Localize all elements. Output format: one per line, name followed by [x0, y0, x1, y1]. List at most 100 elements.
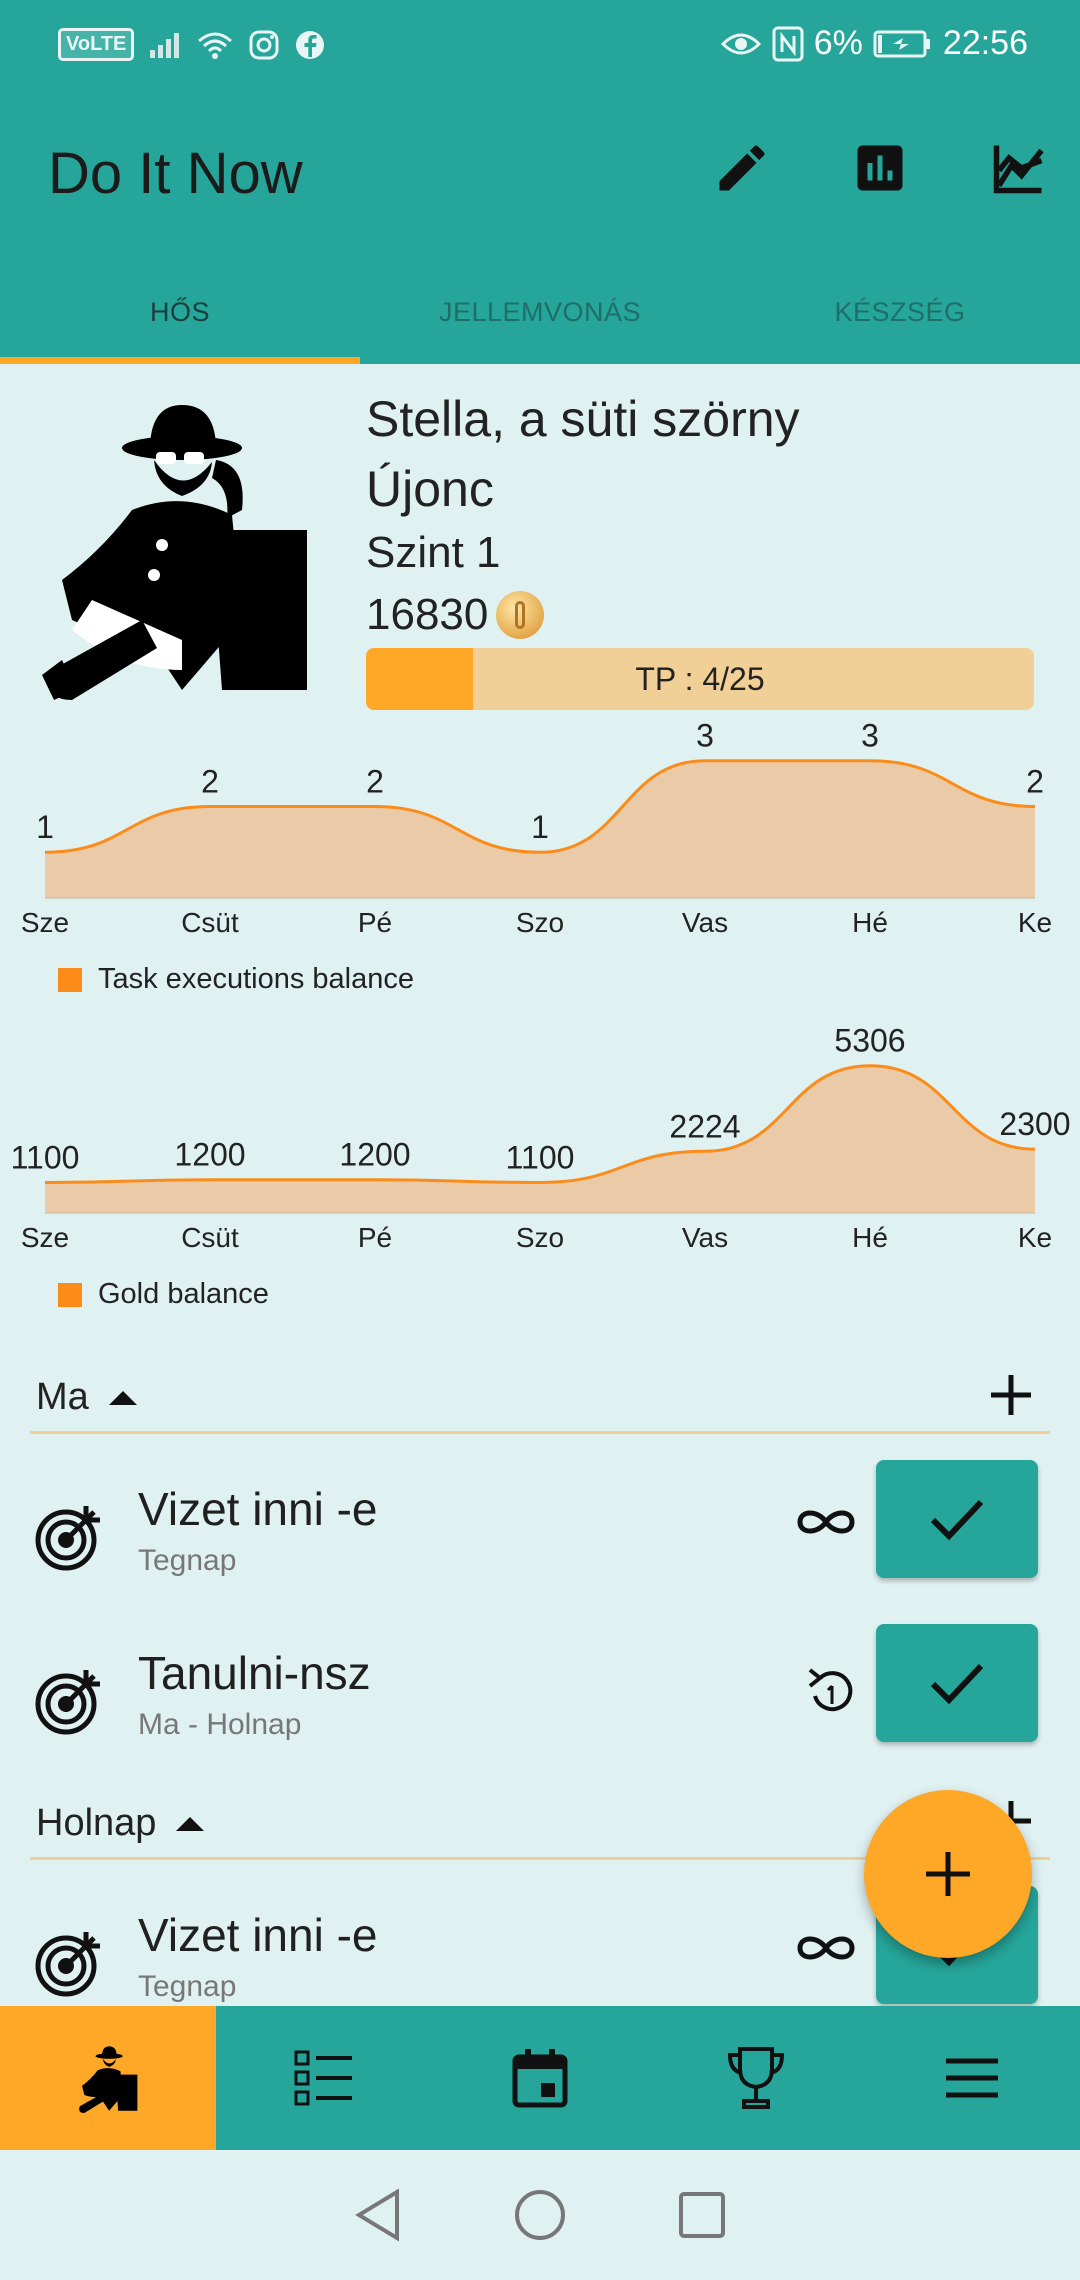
complete-task-button[interactable] — [876, 1624, 1038, 1742]
x-tick-label: Ke — [1018, 907, 1052, 938]
caret-up-icon — [176, 1816, 205, 1831]
hero-gold: 16830 — [366, 590, 545, 640]
task-row[interactable]: Tanulni-nsz Ma - Holnap — [0, 1624, 1080, 1774]
task-row[interactable]: Vizet inni -e Tegnap — [0, 1460, 1080, 1610]
check-icon — [930, 1499, 984, 1541]
gold-balance-chart: 1100 Sze 1200 Csüt 1200 Pé 1100 Szo 2224 Vas 5306 H… — [0, 1020, 1080, 1265]
task-title: Vizet inni -e — [138, 1483, 378, 1535]
tp-progress-bar: TP : 4/25 — [366, 648, 1034, 710]
facebook-icon — [296, 30, 325, 59]
data-label: 2 — [366, 763, 384, 799]
task-date: Tegnap — [138, 1544, 237, 1577]
check-icon — [930, 1663, 984, 1705]
hero-rank: Újonc — [366, 461, 494, 517]
nfc-icon — [772, 26, 804, 61]
target-icon — [35, 1670, 100, 1735]
task-title: Vizet inni -e — [138, 1909, 378, 1961]
tp-label: TP : 4/25 — [635, 660, 765, 697]
infinity-icon — [797, 1510, 855, 1534]
section-tomorrow-label: Holnap — [36, 1802, 157, 1844]
eye-icon — [720, 33, 761, 54]
app-title: Do It Now — [48, 141, 303, 206]
task-executions-chart-svg: 1 Sze 2 Csüt 2 Pé 1 Szo 3 Vas 3 Hé 2 Ke — [21, 718, 1052, 938]
bar-chart-icon[interactable] — [850, 138, 910, 198]
x-tick-label: Csüt — [181, 907, 239, 938]
data-label: 1100 — [506, 1139, 575, 1175]
x-tick-label: Sze — [21, 907, 69, 938]
wifi-icon — [198, 32, 233, 59]
tab-traits[interactable]: JELLEMVONÁS — [438, 296, 642, 327]
battery-charging-icon — [873, 30, 930, 57]
x-tick-label: Szo — [516, 1222, 564, 1253]
chart-series-line — [44, 759, 1036, 854]
data-label: 1 — [36, 809, 54, 845]
menu-icon — [946, 2058, 998, 2098]
instagram-icon — [249, 30, 279, 59]
section-today-toggle[interactable]: Ma — [36, 1376, 139, 1419]
volte-indicator: VoLTE — [58, 28, 135, 61]
data-label: 3 — [696, 718, 714, 754]
battery-percent: 6% — [813, 24, 863, 62]
x-tick-label: Hé — [852, 1222, 888, 1253]
status-right: 6% 22:56 — [720, 24, 1028, 63]
section-today-label: Ma — [36, 1376, 89, 1418]
chart-area — [45, 1065, 1035, 1213]
task-title: Tanulni-nsz — [138, 1647, 371, 1699]
x-tick-label: Pé — [358, 907, 392, 938]
tab-bar: HŐS JELLEMVONÁS KÉSZSÉG — [0, 260, 1080, 364]
tab-skills[interactable]: KÉSZSÉG — [834, 296, 966, 327]
legend-swatch — [58, 967, 82, 992]
nav-hero[interactable] — [0, 2006, 216, 2150]
hero-icon — [79, 2046, 138, 2113]
task-date: Ma - Holnap — [138, 1708, 302, 1741]
coin-icon — [496, 591, 545, 639]
nav-tasks[interactable] — [216, 2006, 432, 2150]
status-bar: VoLTE 6% 22:56 — [0, 0, 1080, 92]
x-tick-label: Szo — [516, 907, 564, 938]
nav-menu[interactable] — [864, 2006, 1080, 2150]
caret-up-icon — [108, 1390, 137, 1405]
system-navigation-bar — [0, 2150, 1080, 2280]
nav-achievements[interactable] — [648, 2006, 864, 2150]
bottom-navigation — [0, 2006, 1080, 2150]
back-icon[interactable] — [353, 2188, 403, 2242]
signal-icon — [150, 32, 180, 58]
x-tick-label: Pé — [358, 1222, 392, 1253]
complete-task-button[interactable] — [876, 1460, 1038, 1578]
data-label: 1200 — [339, 1137, 410, 1173]
recents-icon[interactable] — [677, 2190, 727, 2240]
calendar-icon — [512, 2049, 568, 2108]
repeat-once-icon — [808, 1668, 853, 1712]
gold-balance-legend: Gold balance — [58, 1278, 269, 1311]
nav-calendar[interactable] — [432, 2006, 648, 2150]
line-chart-icon[interactable] — [988, 138, 1050, 198]
x-tick-label: Sze — [21, 1222, 69, 1253]
home-icon[interactable] — [513, 2188, 567, 2242]
legend-label: Gold balance — [98, 1278, 269, 1310]
data-label: 1200 — [174, 1137, 245, 1173]
task-executions-chart: 1 Sze 2 Csüt 2 Pé 1 Szo 3 Vas 3 Hé 2 Ke — [0, 710, 1080, 950]
data-label: 2 — [201, 763, 219, 799]
tab-hero[interactable]: HŐS — [0, 260, 360, 364]
task-executions-legend: Task executions balance — [58, 963, 414, 996]
add-task-fab[interactable] — [864, 1790, 1032, 1958]
status-left: VoLTE — [58, 28, 326, 61]
infinity-icon — [797, 1936, 855, 1960]
gold-amount: 16830 — [366, 590, 489, 639]
app-bar: Do It Now — [0, 92, 1080, 260]
data-label: 1 — [531, 809, 549, 845]
section-tomorrow-header: Holnap — [30, 1790, 1050, 1860]
x-tick-label: Vas — [682, 1222, 728, 1253]
section-tomorrow-toggle[interactable]: Holnap — [36, 1802, 206, 1845]
data-label: 1100 — [11, 1139, 80, 1175]
x-tick-label: Vas — [682, 907, 728, 938]
add-today-task-icon[interactable] — [986, 1370, 1036, 1420]
hero-avatar — [42, 405, 307, 700]
x-tick-label: Csüt — [181, 1222, 239, 1253]
target-icon — [35, 1932, 100, 1997]
edit-icon[interactable] — [712, 138, 772, 198]
chart-area — [45, 760, 1035, 898]
chart-series-line — [44, 1064, 1036, 1184]
hero-level: Szint 1 — [366, 528, 501, 577]
gold-balance-chart-svg: 1100 Sze 1200 Csüt 1200 Pé 1100 Szo 2224 Vas 5306 H… — [11, 1023, 1071, 1253]
